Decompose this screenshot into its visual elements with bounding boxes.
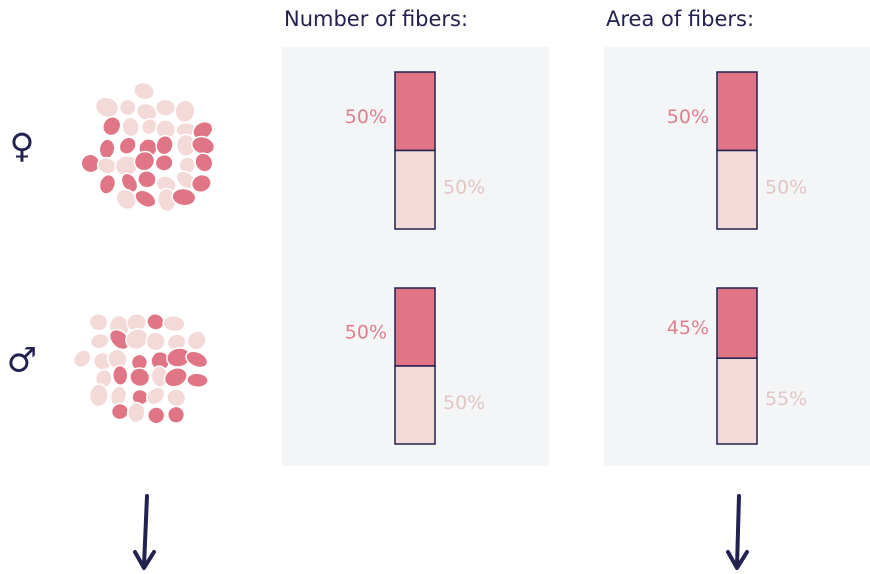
fiber-cell [88,312,109,332]
fiber-cell [133,150,156,172]
fiber-cell [166,388,187,408]
down-arrow [133,494,156,570]
fiber-cell [171,187,197,207]
fiber-cell [155,119,177,140]
fiber-cell [118,98,137,117]
fiber-cell [94,96,120,119]
fiber-cell [112,364,129,386]
fiber-cell [102,115,122,137]
fiber-cell [190,173,212,193]
bar-segment [394,149,436,230]
fiber-cell [134,189,157,209]
fiber-cell [145,386,166,406]
fiber-cell [98,138,116,160]
fiber-cell [194,152,214,173]
down-arrow [726,494,749,570]
fiber-cell [118,136,137,155]
fiber-cell [186,330,207,351]
fiber-cell [145,331,166,352]
bar-segment [716,149,758,230]
bar-segment [716,357,758,445]
value-label: 50% [443,392,485,414]
sex-symbol: ♀ [10,127,35,167]
value-label: 50% [345,106,387,128]
fiber-cell [147,406,166,425]
fiber-cell [185,350,209,369]
bar-segment [716,287,758,359]
fiber-cell [140,117,158,136]
sex-symbol: ♂ [7,341,37,381]
fiber-cell [108,328,131,351]
fiber-cell [125,327,149,351]
fiber-cell [129,367,151,388]
fiber-cell [186,372,209,389]
fiber-cell [88,383,109,408]
fiber-cell [154,153,174,172]
fiber-cell [72,349,92,369]
fiber-cell [120,172,139,194]
fiber-cell [98,173,117,195]
value-label: 50% [443,177,485,199]
value-label: 45% [667,317,709,339]
fiber-cell [126,401,146,424]
fiber-cell [133,81,155,101]
fiber-cell [121,116,141,138]
fiber-cell [166,405,186,424]
fiber-cell [135,102,158,122]
fiber-cell [115,188,137,211]
panel-title: Area of fibers: [606,7,754,31]
fiber-cell [163,367,188,388]
value-label: 50% [345,322,387,344]
value-label: 55% [765,388,807,410]
fiber-cell [174,99,196,124]
fiber-cell [154,98,177,117]
value-label: 50% [667,106,709,128]
fiber-cell [162,314,186,333]
bar-segment [394,287,436,367]
bar-segment [394,365,436,445]
fiber-cell [137,170,157,189]
value-label: 50% [765,177,807,199]
fiber-cell [89,332,110,350]
bar-segment [394,71,436,152]
bar-segment [716,71,758,152]
panel-title: Number of fibers: [284,7,468,31]
